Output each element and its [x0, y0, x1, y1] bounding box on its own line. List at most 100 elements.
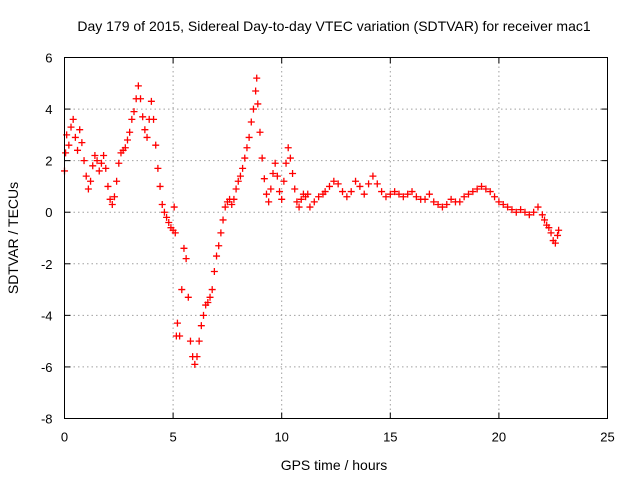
- data-point: [262, 190, 270, 198]
- y-tick-label: 0: [45, 205, 52, 220]
- data-point: [150, 115, 158, 123]
- data-point: [78, 139, 86, 147]
- data-point: [130, 108, 138, 116]
- data-point: [104, 182, 112, 190]
- data-point: [113, 177, 121, 185]
- y-tick-label: -6: [41, 360, 53, 375]
- data-point: [143, 133, 151, 141]
- data-point: [152, 141, 160, 149]
- data-point: [126, 128, 134, 136]
- data-point: [76, 126, 84, 134]
- data-point: [508, 206, 516, 214]
- data-point: [310, 198, 318, 206]
- data-point: [232, 185, 240, 193]
- data-point: [180, 244, 188, 252]
- data-point: [521, 208, 529, 216]
- data-point: [395, 190, 403, 198]
- data-point: [297, 195, 305, 203]
- data-point: [486, 188, 494, 196]
- data-point: [184, 293, 192, 301]
- data-point: [258, 154, 266, 162]
- data-point: [373, 180, 381, 188]
- data-point: [241, 154, 249, 162]
- data-point: [447, 195, 455, 203]
- data-point: [456, 198, 464, 206]
- x-tick-label: 10: [274, 430, 288, 445]
- data-point: [289, 170, 297, 178]
- y-tick-label: 4: [45, 102, 52, 117]
- data-point: [254, 100, 262, 108]
- data-point: [343, 193, 351, 201]
- data-point: [89, 162, 97, 170]
- data-point: [239, 164, 247, 172]
- data-point: [67, 123, 75, 131]
- data-point: [469, 188, 477, 196]
- data-points: [61, 74, 563, 368]
- data-point: [84, 185, 92, 193]
- data-point: [534, 203, 542, 211]
- data-point: [530, 208, 538, 216]
- data-point: [108, 200, 116, 208]
- data-point: [123, 136, 131, 144]
- data-point: [173, 319, 181, 327]
- data-point: [221, 203, 229, 211]
- data-point: [339, 188, 347, 196]
- data-point: [195, 337, 203, 345]
- data-point: [191, 360, 199, 368]
- data-point: [541, 216, 549, 224]
- x-tick-label: 5: [169, 430, 176, 445]
- data-point: [443, 200, 451, 208]
- data-point: [134, 82, 142, 90]
- data-point: [360, 190, 368, 198]
- data-point: [139, 113, 147, 121]
- data-point: [271, 159, 279, 167]
- data-point: [243, 144, 251, 152]
- data-point: [276, 188, 284, 196]
- data-point: [365, 180, 373, 188]
- data-point: [156, 182, 164, 190]
- data-point: [182, 255, 190, 263]
- data-point: [517, 206, 525, 214]
- data-point: [249, 105, 257, 113]
- data-point: [234, 177, 242, 185]
- data-point: [547, 229, 555, 237]
- data-point: [267, 185, 275, 193]
- data-point: [408, 188, 416, 196]
- data-point: [106, 195, 114, 203]
- data-point: [306, 203, 314, 211]
- data-point: [137, 95, 145, 103]
- data-point: [321, 188, 329, 196]
- data-point: [165, 219, 173, 227]
- data-point: [154, 164, 162, 172]
- data-point: [128, 115, 136, 123]
- data-point: [325, 182, 333, 190]
- data-point: [230, 195, 238, 203]
- data-point: [421, 195, 429, 203]
- data-point: [141, 126, 149, 134]
- data-point: [284, 144, 292, 152]
- data-point: [282, 159, 290, 167]
- data-point: [71, 133, 79, 141]
- data-point: [158, 200, 166, 208]
- data-point: [464, 190, 472, 198]
- data-point: [208, 286, 216, 294]
- data-point: [265, 198, 273, 206]
- data-point: [236, 172, 244, 180]
- data-point: [438, 203, 446, 211]
- x-tick-label: 25: [600, 430, 614, 445]
- data-point: [95, 167, 103, 175]
- data-point: [304, 190, 312, 198]
- data-point: [551, 239, 559, 247]
- data-point: [495, 198, 503, 206]
- y-tick-label: -2: [41, 257, 53, 272]
- data-point: [102, 164, 110, 172]
- data-point: [260, 175, 268, 183]
- data-point: [482, 185, 490, 193]
- data-point: [347, 188, 355, 196]
- data-point: [382, 193, 390, 201]
- x-axis-label: GPS time / hours: [281, 457, 388, 473]
- data-point: [399, 193, 407, 201]
- data-point: [378, 188, 386, 196]
- data-point: [82, 172, 90, 180]
